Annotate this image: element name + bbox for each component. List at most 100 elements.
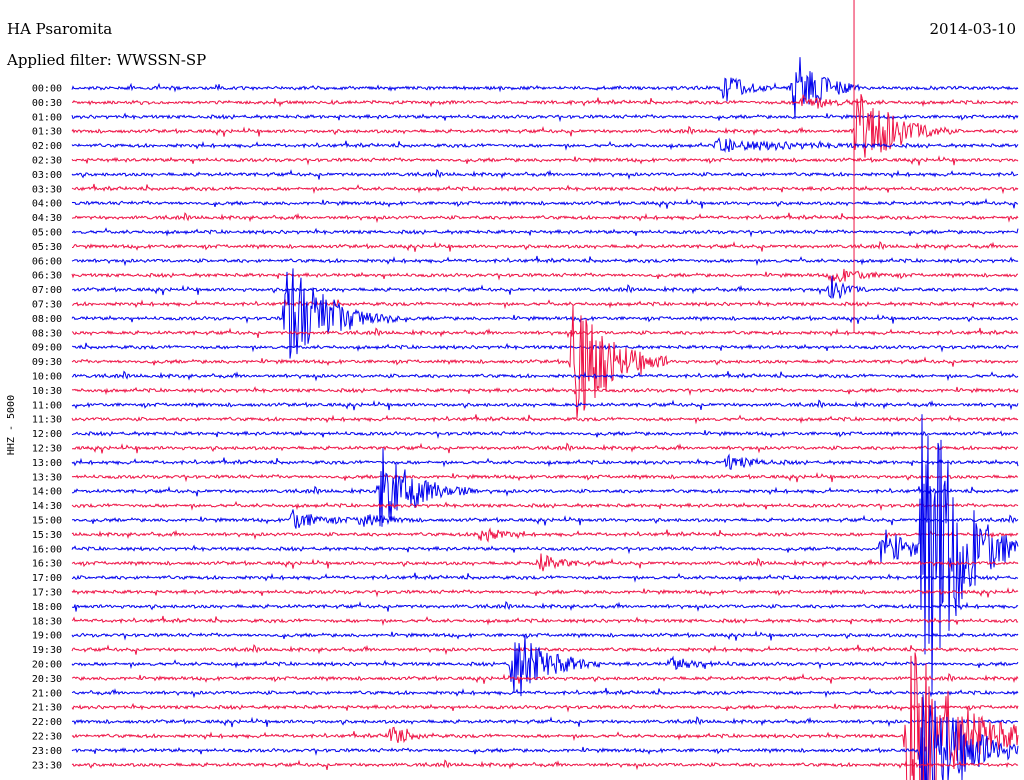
- row-label: 14:00: [32, 487, 62, 498]
- row-label: 13:00: [32, 458, 62, 469]
- row-label: 16:00: [32, 544, 62, 555]
- trace-line: [71, 716, 1019, 728]
- trace-line: [71, 227, 1019, 238]
- trace-line: [71, 112, 1019, 123]
- row-label: 03:00: [32, 170, 62, 181]
- row-label: 23:30: [32, 760, 62, 771]
- trace-line: [71, 168, 1019, 180]
- row-label: 04:00: [32, 199, 62, 210]
- row-label: 18:30: [32, 616, 62, 627]
- row-label: 19:30: [32, 645, 62, 656]
- trace-line: [71, 600, 1019, 612]
- trace-line: [71, 471, 1019, 483]
- trace-line: [71, 268, 1019, 286]
- row-label: 07:00: [32, 285, 62, 296]
- trace-line: [71, 672, 1019, 684]
- trace-line: [71, 572, 1019, 583]
- trace-line: [71, 305, 1019, 419]
- trace-line: [71, 448, 1019, 527]
- row-label: 19:00: [32, 631, 62, 642]
- row-label: 16:30: [32, 559, 62, 570]
- trace-line: [71, 268, 1019, 359]
- row-label: 05:30: [32, 242, 62, 253]
- row-label: 21:00: [32, 688, 62, 699]
- row-label: 17:00: [32, 573, 62, 584]
- trace-line: [71, 430, 1019, 440]
- trace-line: [71, 399, 1019, 411]
- trace-line: [71, 615, 1019, 626]
- row-label: 11:30: [32, 415, 62, 426]
- row-label: 08:30: [32, 328, 62, 339]
- row-label: 06:00: [32, 256, 62, 267]
- row-label: 13:30: [32, 472, 62, 483]
- row-label: 00:00: [32, 84, 62, 95]
- trace-line: [71, 255, 1019, 267]
- row-label: 21:30: [32, 703, 62, 714]
- trace-line: [71, 370, 1019, 382]
- row-label: 11:00: [32, 400, 62, 411]
- station-title: HA Psaromita: [7, 20, 113, 38]
- row-label: 01:00: [32, 112, 62, 123]
- row-label: 12:30: [32, 444, 62, 455]
- row-label: 18:00: [32, 602, 62, 613]
- date-label: 2014-03-10: [929, 20, 1016, 38]
- row-label: 07:30: [32, 300, 62, 311]
- row-label: 02:00: [32, 141, 62, 152]
- trace-line: [71, 155, 1019, 166]
- trace-line: [72, 442, 1019, 454]
- row-label: 12:00: [32, 429, 62, 440]
- y-axis-label: HHZ - 5000: [6, 395, 17, 455]
- trace-line: [71, 527, 1019, 543]
- row-label: 03:30: [32, 184, 62, 195]
- row-label: 05:00: [32, 228, 62, 239]
- trace-line: [71, 652, 1019, 780]
- trace-line: [71, 702, 1019, 713]
- trace-line: [71, 587, 1019, 598]
- seismogram-traces: [71, 57, 1019, 780]
- trace-line: [71, 453, 1019, 471]
- trace-line: [71, 694, 1019, 780]
- trace-line: [71, 414, 1019, 425]
- trace-line: [71, 183, 1019, 195]
- trace-line: [71, 327, 1019, 339]
- trace-line: [71, 414, 1019, 692]
- trace-line: [71, 212, 1019, 224]
- trace-line: [71, 197, 1019, 209]
- row-labels: 00:00 00:30 01:00 01:30 02:00 02:30 03:00 03:30…: [32, 84, 62, 772]
- row-label: 00:30: [32, 98, 62, 109]
- row-label: 14:30: [32, 501, 62, 512]
- trace-line: [71, 630, 1019, 641]
- trace-line: [71, 94, 1019, 158]
- trace-line: [71, 299, 1019, 310]
- trace-line: [71, 759, 1019, 771]
- row-label: 02:30: [32, 156, 62, 167]
- trace-line: [71, 644, 1019, 656]
- row-label: 15:00: [32, 516, 62, 527]
- row-label: 04:30: [32, 213, 62, 224]
- row-label: 08:00: [32, 314, 62, 325]
- row-label: 10:00: [32, 372, 62, 383]
- trace-line: [71, 500, 1019, 512]
- row-label: 01:30: [32, 127, 62, 138]
- trace-line: [71, 57, 1019, 120]
- row-label: 09:30: [32, 357, 62, 368]
- trace-line: [71, 342, 1019, 353]
- trace-line: [72, 240, 1019, 252]
- trace-line: [71, 137, 1019, 153]
- row-label: 20:00: [32, 660, 62, 671]
- row-label: 23:00: [32, 746, 62, 757]
- trace-line: [71, 687, 1019, 699]
- row-label: 09:00: [32, 343, 62, 354]
- row-label: 06:30: [32, 271, 62, 282]
- trace-line: [71, 386, 1019, 396]
- trace-line: [71, 94, 1019, 109]
- row-label: 22:00: [32, 717, 62, 728]
- row-label: 15:30: [32, 530, 62, 541]
- row-label: 10:30: [32, 386, 62, 397]
- row-label: 20:30: [32, 674, 62, 685]
- row-label: 17:30: [32, 588, 62, 599]
- filter-label: Applied filter: WWSSN-SP: [7, 51, 207, 69]
- row-label: 22:30: [32, 732, 62, 743]
- trace-line: [71, 553, 1019, 572]
